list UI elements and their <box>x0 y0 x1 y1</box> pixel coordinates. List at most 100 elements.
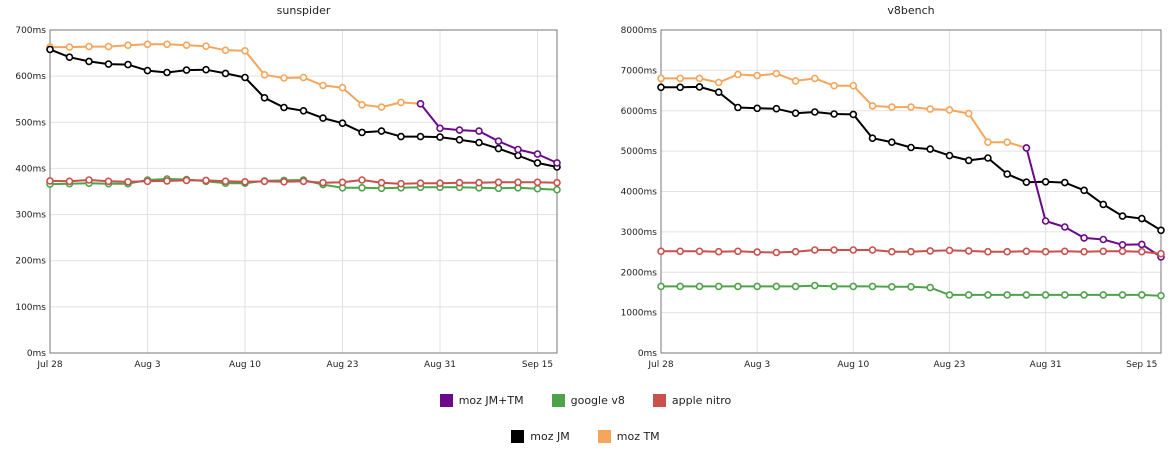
data-point <box>143 177 152 186</box>
data-point <box>657 282 665 291</box>
data-point <box>734 282 742 291</box>
data-point <box>436 179 444 187</box>
legend-item-moz-jm-tm[interactable]: moz JM+TM <box>439 394 524 407</box>
data-point <box>65 177 74 186</box>
data-point <box>338 83 347 92</box>
data-point <box>964 291 973 299</box>
data-point <box>533 184 542 193</box>
data-point <box>553 185 561 194</box>
legend-row-1: moz JM+TM google v8 apple nitro <box>0 394 1171 407</box>
data-point <box>830 110 838 118</box>
legend-label: google v8 <box>570 394 625 407</box>
data-point <box>494 137 503 145</box>
data-point <box>964 247 973 255</box>
data-point <box>553 159 561 167</box>
data-point <box>182 176 191 185</box>
data-point <box>926 145 935 153</box>
plot-frame <box>660 29 1162 354</box>
data-point <box>85 57 93 66</box>
data-point <box>241 73 249 82</box>
y-tick-label: 7000ms <box>621 66 658 76</box>
y-tick-label: 300ms <box>15 211 46 221</box>
data-point <box>85 176 93 184</box>
data-point <box>926 247 935 255</box>
data-point <box>241 178 249 186</box>
data-point <box>1157 249 1165 258</box>
data-point <box>163 177 171 185</box>
legend-item-moz-tm[interactable]: moz TM <box>597 430 660 443</box>
y-tick-label: 700ms <box>15 26 46 36</box>
data-point <box>221 69 230 78</box>
data-point <box>1118 291 1127 299</box>
data-point <box>416 132 425 141</box>
data-point <box>475 178 483 187</box>
data-point <box>182 41 191 50</box>
data-point <box>849 110 858 119</box>
x-tick-label: Aug 10 <box>837 360 869 370</box>
data-point <box>475 127 483 135</box>
data-point <box>1003 291 1012 299</box>
data-point <box>202 65 210 74</box>
data-point <box>772 69 781 78</box>
data-point <box>810 74 819 83</box>
data-point <box>397 179 405 188</box>
data-point <box>260 71 269 79</box>
series-moz-tm <box>657 69 1031 152</box>
data-point <box>734 70 742 79</box>
x-tick-label: Aug 10 <box>229 360 261 370</box>
data-point <box>1041 217 1050 225</box>
legend-item-moz-jm[interactable]: moz JM <box>511 430 570 443</box>
data-point <box>676 83 685 92</box>
data-point <box>514 145 522 154</box>
data-point <box>1061 247 1069 256</box>
data-point <box>887 247 896 256</box>
data-point <box>397 132 405 141</box>
data-point <box>202 42 210 51</box>
series-google-v8 <box>657 281 1165 300</box>
data-point <box>299 107 308 115</box>
chart-title: v8bench <box>887 4 934 17</box>
data-point <box>868 246 877 254</box>
y-tick-label: 0ms <box>638 349 657 359</box>
data-point <box>945 151 954 160</box>
x-tick-label: Aug 31 <box>1030 360 1062 370</box>
legend-item-google-v8[interactable]: google v8 <box>551 394 625 407</box>
data-point <box>416 100 425 108</box>
data-point <box>299 73 308 82</box>
x-tick-label: Aug 3 <box>744 360 770 370</box>
data-point <box>1041 178 1050 186</box>
x-tick-label: Sep 15 <box>1126 360 1157 370</box>
data-point <box>714 88 723 96</box>
charts-area: sunspider 0ms 100ms 200ms 300ms 400ms 500ms 600… <box>15 4 1165 370</box>
legend-swatch <box>439 394 453 407</box>
data-point <box>124 60 132 69</box>
data-point <box>984 291 992 299</box>
chart-sunspider: sunspider 0ms 100ms 200ms 300ms 400ms 500ms 600… <box>15 4 561 370</box>
data-point <box>358 101 366 109</box>
data-point <box>791 282 800 291</box>
data-point <box>163 40 171 49</box>
y-tick-label: 8000ms <box>621 26 658 36</box>
data-point <box>533 150 542 158</box>
data-point <box>753 71 762 80</box>
data-point <box>143 40 152 49</box>
data-point <box>772 248 781 257</box>
x-tick-label: Aug 23 <box>327 360 359 370</box>
y-tick-label: 500ms <box>15 118 46 128</box>
data-point <box>907 103 915 111</box>
data-point <box>455 136 464 144</box>
data-point <box>85 42 93 51</box>
data-point <box>734 103 742 112</box>
data-point <box>907 282 915 291</box>
data-point <box>124 41 132 50</box>
data-point <box>280 74 288 82</box>
x-tick-label: Jul 28 <box>647 360 673 370</box>
data-point <box>533 159 542 167</box>
data-point <box>494 184 503 193</box>
data-point <box>1080 186 1088 195</box>
data-point <box>299 177 308 186</box>
data-point <box>984 154 992 162</box>
legend-item-apple-nitro[interactable]: apple nitro <box>652 394 731 407</box>
data-point <box>358 184 366 192</box>
series-apple-nitro <box>657 246 1165 258</box>
